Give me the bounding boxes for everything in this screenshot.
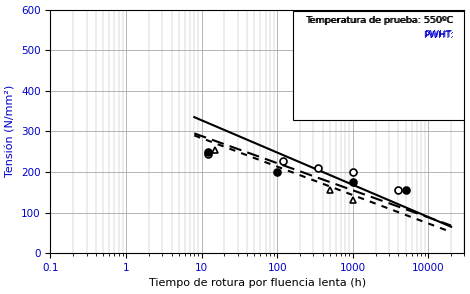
X-axis label: Tiempo de rotura por fluencia lenta (h): Tiempo de rotura por fluencia lenta (h): [149, 278, 366, 288]
Text: Temperatura de prueba: 550ºC: Temperatura de prueba: 550ºC: [305, 16, 453, 25]
Text: Temperatura de prueba: 550ºC: Temperatura de prueba: 550ºC: [306, 16, 454, 25]
Text: PWHT:: PWHT:: [424, 30, 454, 39]
FancyBboxPatch shape: [293, 11, 464, 121]
Text: PWHT:: PWHT:: [423, 31, 453, 40]
Y-axis label: Tensión (N/mm²): Tensión (N/mm²): [6, 85, 16, 178]
Legend: 620°C x 1h FC, 720°C x 1h FC, 900°C x 1h FC: 620°C x 1h FC, 720°C x 1h FC, 900°C x 1h…: [360, 48, 460, 90]
